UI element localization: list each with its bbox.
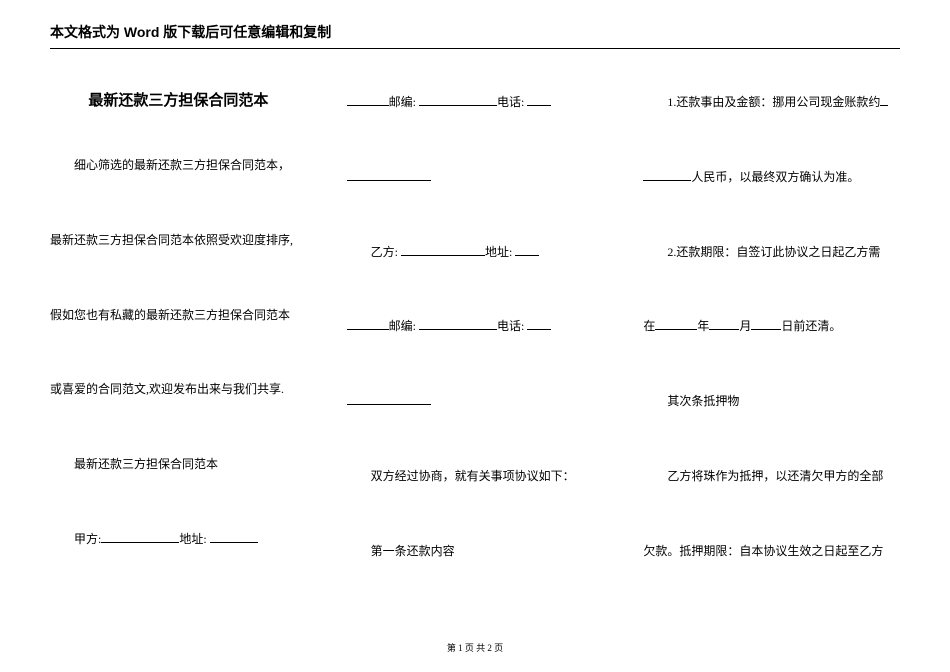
col2-paragraph-7: 第一条还款内容	[347, 543, 604, 560]
column-3: 1.还款事由及金额：挪用公司现金账款约 人民币，以最终双方确认为准。 2.还款期…	[643, 78, 900, 612]
phone-label-2: 电话:	[497, 319, 527, 333]
col3-paragraph-5: 其次条抵押物	[643, 393, 900, 410]
postcode-blank-2	[419, 329, 497, 330]
month-label: 月	[739, 319, 751, 333]
address-b-blank	[515, 255, 539, 256]
address-label: 地址:	[179, 532, 209, 546]
col1-paragraph-1: 细心筛选的最新还款三方担保合同范本，	[50, 157, 307, 174]
continuation-blank	[347, 180, 431, 181]
col1-paragraph-3: 假如您也有私藏的最新还款三方担保合同范本	[50, 307, 307, 324]
month-blank	[709, 329, 739, 330]
column-2: 邮编: 电话: 乙方: 地址: 邮编: 电话: 双方经过协商，就有关事项协议如下…	[347, 78, 604, 612]
phone-label: 电话:	[497, 95, 527, 109]
day-suffix: 日前还清。	[781, 319, 841, 333]
col2-paragraph-1: 邮编: 电话:	[347, 94, 604, 111]
col1-paragraph-5: 最新还款三方担保合同范本	[50, 456, 307, 473]
blank-prefix	[347, 105, 389, 106]
address-b-label: 地址:	[485, 245, 515, 259]
col3-paragraph-1: 1.还款事由及金额：挪用公司现金账款约	[643, 94, 900, 111]
party-b-label: 乙方:	[371, 245, 401, 259]
col3-paragraph-6: 乙方将珠作为抵押，以还清欠甲方的全部	[643, 468, 900, 485]
party-a-blank	[101, 542, 179, 543]
postcode-blank	[419, 105, 497, 106]
phone-blank	[527, 105, 551, 106]
blank-prefix-2	[347, 329, 389, 330]
amount-blank	[643, 180, 691, 181]
col3-paragraph-2: 人民币，以最终双方确认为准。	[643, 169, 900, 186]
col2-paragraph-2	[347, 169, 604, 186]
document-title: 最新还款三方担保合同范本	[50, 90, 307, 111]
col3-paragraph-3: 2.还款期限：自签订此协议之日起乙方需	[643, 244, 900, 261]
page-footer: 第 1 页 共 2 页	[0, 641, 950, 654]
col1-paragraph-6: 甲方: 地址:	[50, 531, 307, 548]
postcode-label: 邮编:	[389, 95, 419, 109]
header-text: 本文格式为 Word 版下载后可任意编辑和复制	[50, 24, 331, 40]
col2-paragraph-5	[347, 393, 604, 410]
col3-paragraph-7: 欠款。抵押期限：自本协议生效之日起至乙方	[643, 543, 900, 560]
postcode-label-2: 邮编:	[389, 319, 419, 333]
party-b-blank	[401, 255, 485, 256]
col1-paragraph-2: 最新还款三方担保合同范本依照受欢迎度排序,	[50, 232, 307, 249]
year-blank	[655, 329, 697, 330]
rmb-text: 人民币，以最终双方确认为准。	[691, 170, 859, 184]
clause-1-text: 1.还款事由及金额：挪用公司现金账款约	[667, 95, 880, 109]
amount-blank-lead	[880, 105, 887, 106]
col1-paragraph-4: 或喜爱的合同范文,欢迎发布出来与我们共享.	[50, 381, 307, 398]
address-blank	[210, 542, 258, 543]
year-label: 年	[697, 319, 709, 333]
continuation-blank-2	[347, 404, 431, 405]
col3-paragraph-4: 在 年 月 日前还清。	[643, 318, 900, 335]
day-blank	[751, 329, 781, 330]
column-1: 最新还款三方担保合同范本 细心筛选的最新还款三方担保合同范本， 最新还款三方担保…	[50, 78, 307, 612]
content-columns: 最新还款三方担保合同范本 细心筛选的最新还款三方担保合同范本， 最新还款三方担保…	[50, 78, 900, 612]
page-number: 第 1 页 共 2 页	[447, 643, 503, 653]
date-prefix: 在	[643, 319, 655, 333]
phone-blank-2	[527, 329, 551, 330]
col2-paragraph-6: 双方经过协商，就有关事项协议如下：	[347, 468, 604, 485]
party-a-label: 甲方:	[74, 532, 101, 546]
col2-paragraph-3: 乙方: 地址:	[347, 244, 604, 261]
page-header: 本文格式为 Word 版下载后可任意编辑和复制	[50, 22, 900, 49]
col2-paragraph-4: 邮编: 电话:	[347, 318, 604, 335]
